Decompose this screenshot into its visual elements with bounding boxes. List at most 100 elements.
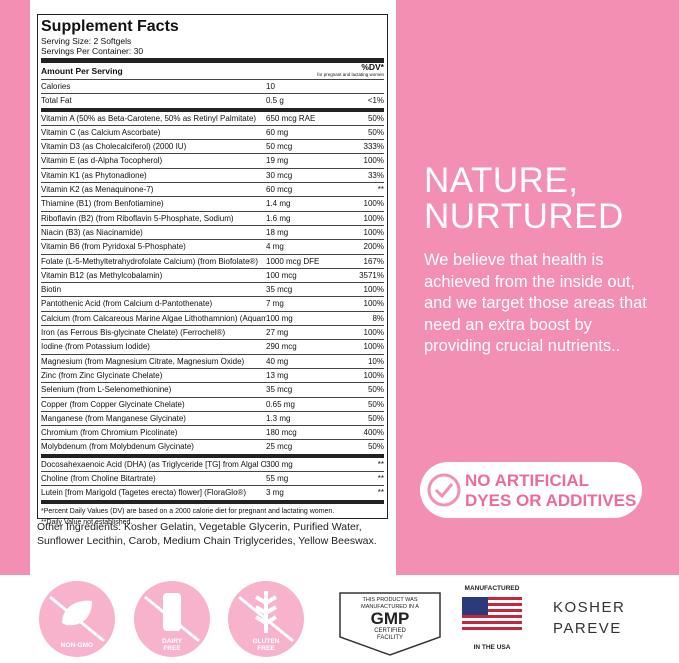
fact-row: Molybdenum (from Molybdenum Glycinate) 25… (41, 439, 384, 453)
amount: 1.4 mg (266, 199, 291, 209)
nutrient: Vitamin A (50% as Beta-Carotene, 50% as … (41, 113, 257, 123)
amount: 3 mg (266, 488, 284, 498)
daily-value: 50% (367, 113, 384, 123)
fact-row: Vitamin B6 (from Pyridoxal 5-Phosphate) 4… (41, 239, 384, 253)
amount: 35 mcg (266, 385, 293, 395)
nutrient: Magnesium (from Magnesium Citrate, Magne… (41, 356, 245, 366)
nutrient: Riboflavin (B2) (from Riboflavin 5-Phosp… (41, 213, 234, 223)
gmp-top: THIS PRODUCT WAS MANUFACTURED IN A (361, 597, 419, 610)
fact-row: Manganese (from Manganese Glycinate) 1.3 … (41, 410, 384, 425)
fact-row: Calories 10 (41, 79, 384, 93)
icon-label-line: NON-GMO (60, 642, 94, 649)
nutrient: Lutein [from Marigold (Tagetes erecta) f… (41, 488, 247, 498)
footnotes: *Percent Daily Values (DV) are based on … (41, 499, 384, 528)
fact-row: Docosahexaenoic Acid (DHA) (as Triglycer… (41, 453, 384, 471)
fact-row: Thiamine (B1) (from Benfotiamine) 1.4 mg 1… (41, 196, 384, 210)
fact-row: Niacin (B3) (as Niacinamide) 18 mg 100% (41, 224, 384, 239)
fact-row: Pantothenic Acid (from Calcium d-Pantoth… (41, 296, 384, 310)
nutrient: Molybdenum (from Molybdenum Glycinate) (41, 442, 194, 452)
nutrient: Choline (from Choline Bitartrate) (41, 474, 156, 484)
daily-value: 100% (363, 199, 384, 209)
nutrient: Manganese (from Manganese Glycinate) (41, 413, 186, 423)
other-label: Other Ingredients: (37, 521, 122, 533)
fact-row: Iron (as Ferrous Bis-glycinate Chelate) … (41, 325, 384, 339)
fact-row: Selenium (from L-Selenomethionine) 35 mcg… (41, 382, 384, 396)
daily-value (344, 80, 384, 93)
nutrient: Iron (as Ferrous Bis-glycinate Chelate) … (41, 328, 226, 338)
amount: 10 (266, 82, 275, 91)
daily-value: 100% (363, 227, 384, 237)
daily-value: <1% (367, 96, 384, 106)
panel (30, 0, 396, 575)
icon-label-line: GLUTEN (252, 638, 280, 645)
other-ingredients: Other Ingredients: Kosher Gelatin, Veget… (37, 521, 387, 548)
nutrient: Thiamine (B1) (from Benfotiamine) (41, 199, 164, 209)
gmp-bottom: CERTIFIED FACILITY (374, 628, 406, 641)
daily-value: 50% (367, 399, 384, 409)
badge (420, 462, 642, 518)
nutrient: Folate (L-5-Methyltetrahydrofolate Calci… (41, 256, 259, 266)
fact-row: Vitamin E (as d-Alpha Tocopherol) 19 mg 10… (41, 153, 384, 167)
check-icon (427, 473, 461, 507)
daily-value: ** (377, 488, 384, 498)
gmp-badge: THIS PRODUCT WAS MANUFACTURED IN A GMP C… (345, 597, 435, 642)
fact-row: Vitamin B12 (as Methylcobalamin) 100 mcg 3… (41, 267, 384, 282)
amount: 290 mcg (266, 342, 297, 352)
nutrient: Vitamin B12 (as Methylcobalamin) (41, 270, 163, 280)
fact-row: Iodine (from Potassium Iodide) 290 mcg 100… (41, 339, 384, 353)
fact-row: Chromium (from Chromium Picolinate) 180 m… (41, 425, 384, 439)
nutrient: Biotin (41, 285, 62, 295)
nutrient: Calories (41, 82, 71, 91)
header-row: Amount Per Serving %DV* for pregnant and … (41, 58, 384, 79)
icon-label-line: FREE (257, 645, 275, 652)
badge-text: NO ARTIFICIAL DYES OR ADDITIVES (465, 471, 636, 511)
amount: 35 mcg (266, 285, 293, 295)
fact-row: Vitamin D3 (as Cholecalciferol) (2000 IU… (41, 139, 384, 153)
icon-label-line: FREE (163, 645, 181, 652)
amount: 300 mg (266, 459, 293, 469)
dv: %DV* for pregnant and lactating women (317, 63, 384, 79)
kosher: KOSHER PAREVE (553, 597, 625, 639)
daily-value: ** (377, 185, 384, 195)
badge-line: DYES OR ADDITIVES (465, 491, 637, 510)
fact-row: Zinc (from Zinc Glycinate Chelate) 13 mg 1… (41, 367, 384, 382)
nutrient: Total Fat (41, 96, 72, 106)
daily-value: ** (377, 474, 384, 484)
amount: 0.5 g (266, 96, 284, 106)
nutrient: Copper (from Copper Glycinate Chelate) (41, 399, 185, 409)
headline: NATURE, NURTURED (424, 163, 624, 235)
fact-row: Riboflavin (B2) (from Riboflavin 5-Phosp… (41, 210, 384, 225)
amount-header: Amount Per Serving (41, 66, 123, 76)
amount: 18 mg (266, 227, 289, 237)
headline-line: NATURE, (424, 161, 579, 200)
amount: 25 mcg (266, 442, 293, 452)
nutrient: Docosahexaenoic Acid (DHA) (as Triglycer… (41, 459, 266, 469)
nutrient: Vitamin B6 (from Pyridoxal 5-Phosphate) (41, 242, 186, 252)
daily-value: 100% (363, 342, 384, 352)
nutrient: Chromium (from Chromium Picolinate) (41, 428, 178, 438)
fact-row: Vitamin C (as Calcium Ascorbate) 60 mg 50% (41, 124, 384, 139)
servings: Servings Per Container: 30 (41, 46, 144, 56)
fact-row: Vitamin A (50% as Beta-Carotene, 50% as … (41, 107, 384, 125)
amount: 60 mg (266, 127, 289, 137)
amount: 100 mg (266, 313, 293, 323)
amount: 60 mcg (266, 185, 293, 195)
amount: 50 mcg (266, 142, 293, 152)
nutrient: Zinc (from Zinc Glycinate Chelate) (41, 370, 163, 380)
fact-row: Calcium (from Calcareous Marine Algae Li… (41, 310, 384, 325)
icon-label: DAIRY FREE (136, 638, 208, 652)
amount: 0.65 mg (266, 399, 295, 409)
facts-box: Supplement Facts Serving Size: 2 Softgel… (37, 14, 388, 526)
footnote: **Daily Value not established. (41, 518, 133, 526)
fact-row: Biotin 35 mcg 100% (41, 282, 384, 296)
amount: 1.3 mg (266, 413, 291, 423)
amount: 19 mg (266, 156, 289, 166)
rows: Calories 10 Total Fat 0.5 g <1% Vitamin A (50… (41, 79, 384, 500)
daily-value: 100% (363, 156, 384, 166)
daily-value: 50% (367, 127, 384, 137)
facts-title: Supplement Facts (41, 18, 179, 35)
nutrient: Niacin (B3) (as Niacinamide) (41, 227, 143, 237)
nutrient: Selenium (from L-Selenomethionine) (41, 385, 172, 395)
amount: 27 mg (266, 328, 289, 338)
kosher-line: KOSHER (553, 599, 626, 616)
